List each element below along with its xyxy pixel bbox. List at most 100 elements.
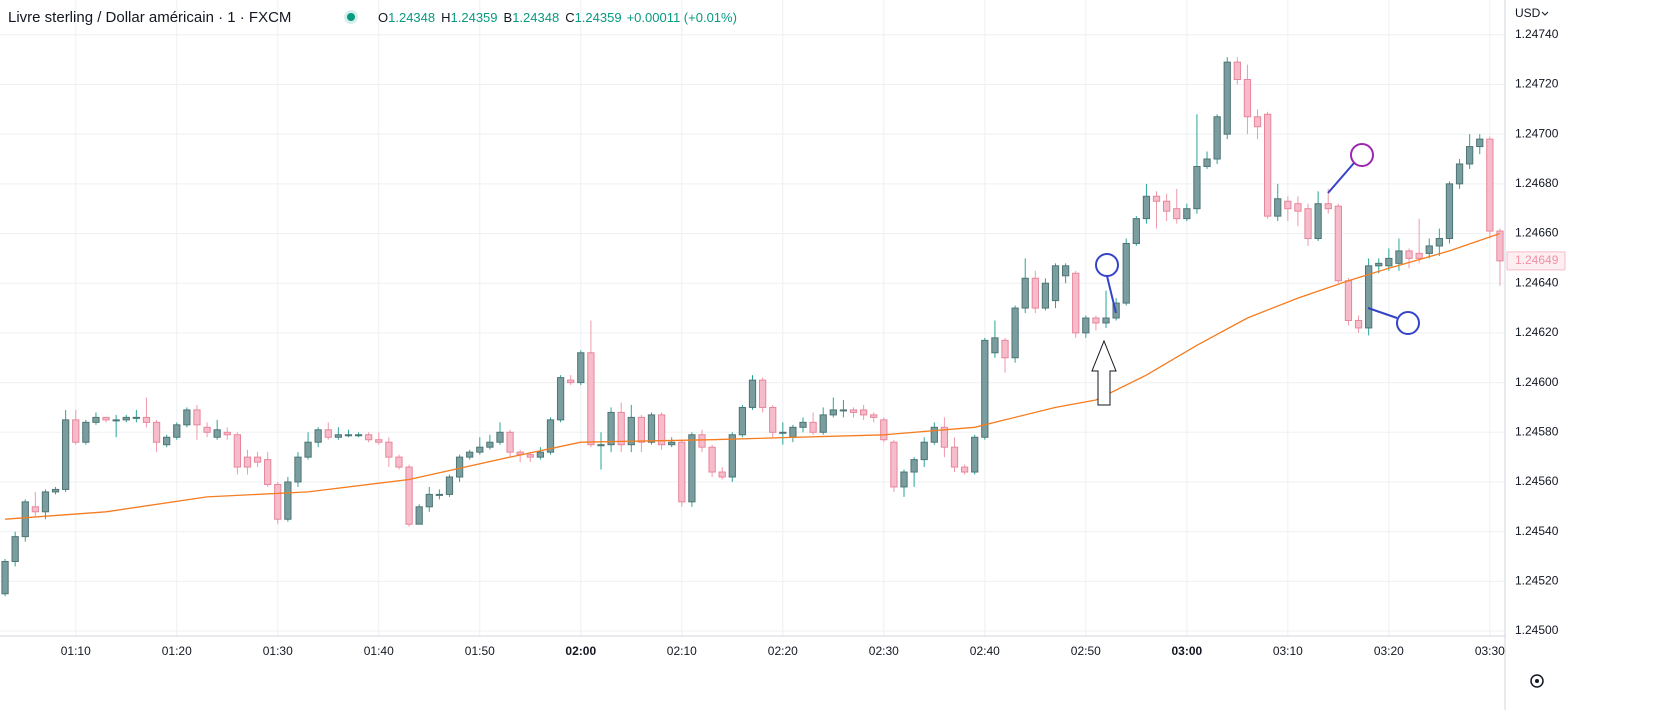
- last-price-label: 1.24649: [1515, 253, 1559, 267]
- candle-body: [1395, 250, 1403, 264]
- candle-body: [72, 419, 80, 443]
- candle-body: [1213, 116, 1221, 160]
- candle-body: [688, 434, 696, 503]
- x-tick-label: 03:20: [1374, 644, 1404, 658]
- ohlc-value: 1.24348: [512, 10, 559, 25]
- settings-ring[interactable]: [1530, 674, 1544, 688]
- candle-body: [758, 379, 767, 408]
- candle-body: [274, 483, 282, 520]
- candle-body: [556, 377, 565, 421]
- candle-body: [496, 431, 504, 443]
- candle-body: [577, 352, 585, 384]
- price-axis: [1505, 0, 1672, 710]
- status-dot: [347, 13, 355, 21]
- candle-body: [526, 454, 534, 458]
- y-tick-label: 1.24520: [1515, 574, 1559, 588]
- x-tick-label: 01:20: [162, 644, 192, 658]
- candle-body: [1132, 218, 1140, 244]
- x-tick-label: 02:20: [768, 644, 798, 658]
- candle-body: [405, 466, 413, 525]
- x-tick-label: 02:00: [565, 644, 596, 658]
- candle-body: [1051, 265, 1060, 302]
- candle-body: [546, 419, 555, 453]
- candle-body: [243, 456, 252, 468]
- candle-body: [829, 409, 837, 416]
- candle-body: [536, 451, 545, 458]
- candle-body: [920, 441, 928, 461]
- annotations: [1091, 143, 1420, 406]
- candle-body: [839, 409, 848, 412]
- settings-icon[interactable]: [1530, 674, 1544, 688]
- candle-body: [769, 406, 777, 433]
- candle-body: [597, 444, 605, 447]
- y-tick-label: 1.24500: [1515, 623, 1559, 637]
- candle-body: [1435, 238, 1443, 247]
- x-tick-label: 02:40: [970, 644, 1000, 658]
- candle-body: [21, 501, 29, 538]
- candle-body: [1233, 61, 1241, 80]
- y-tick-label: 1.24600: [1515, 375, 1559, 389]
- candle-body: [253, 456, 262, 463]
- candle-body: [1486, 138, 1494, 232]
- candle-body: [1223, 61, 1231, 135]
- axes: 1.24500 1.24520 1.24540 1.24560 1.24580 1.246…: [61, 27, 1566, 658]
- candle-body: [1375, 262, 1383, 267]
- x-tick-label: 03:10: [1273, 644, 1303, 658]
- annotation-arrow: [1091, 339, 1117, 406]
- candle-body: [152, 421, 161, 443]
- candle-body: [940, 426, 949, 448]
- candle-body: [728, 434, 736, 478]
- y-tick-label: 1.24640: [1515, 275, 1559, 289]
- candle-body: [708, 446, 716, 473]
- x-tick-label: 02:10: [667, 644, 697, 658]
- candle-body: [678, 441, 686, 503]
- candle-body: [466, 451, 474, 458]
- candle-body: [41, 491, 50, 513]
- candle-body: [223, 431, 231, 436]
- y-tick-label: 1.24620: [1515, 325, 1559, 339]
- candle-body: [435, 493, 444, 496]
- candle-body: [698, 434, 706, 448]
- candle-body: [1162, 200, 1171, 212]
- y-tick-label: 1.24660: [1515, 226, 1559, 240]
- candle-body: [51, 488, 60, 493]
- candle-body: [1385, 257, 1393, 267]
- grid: [0, 0, 1505, 636]
- y-tick-label: 1.24740: [1515, 27, 1559, 41]
- last-price-box: [1506, 251, 1566, 271]
- currency[interactable]: USD: [1515, 6, 1541, 20]
- time-axis: [0, 636, 1505, 710]
- candle-body: [203, 426, 211, 433]
- candle-body: [779, 431, 787, 434]
- candle-body: [1122, 242, 1130, 304]
- candle-body: [264, 459, 272, 485]
- ohlc-key: H: [441, 10, 450, 25]
- candle-body: [1142, 195, 1151, 220]
- annotation-line: [1367, 307, 1398, 319]
- candle-body: [1041, 282, 1050, 309]
- candle-body: [132, 416, 140, 419]
- ohlc-legend: O1.24348 H1.24359 B1.24348 C1.24359 +0.00011…: [378, 10, 737, 25]
- candle-body: [1243, 79, 1252, 118]
- candle-body: [183, 409, 191, 426]
- moving-average: [5, 232, 1501, 520]
- annotation-circle: [1350, 143, 1374, 167]
- candle-body: [415, 506, 423, 525]
- candle-body: [1, 560, 9, 595]
- candle-body: [1082, 317, 1090, 334]
- candle-body: [314, 429, 322, 443]
- x-tick-label: 02:50: [1071, 644, 1101, 658]
- candle-body: [284, 481, 292, 520]
- settings-center[interactable]: [1535, 679, 1539, 683]
- ohlc-key: O: [378, 10, 388, 25]
- candle-body: [1021, 277, 1029, 309]
- candle-body: [112, 419, 120, 422]
- candle-body: [1455, 163, 1464, 185]
- candle-body: [62, 419, 70, 490]
- currency-chevron[interactable]: [1541, 11, 1549, 16]
- y-tick-label: 1.24680: [1515, 176, 1559, 190]
- candle-body: [950, 446, 959, 468]
- candle-body: [1152, 195, 1161, 202]
- x-tick-label: 01:50: [465, 644, 495, 658]
- candle-body: [1072, 272, 1080, 334]
